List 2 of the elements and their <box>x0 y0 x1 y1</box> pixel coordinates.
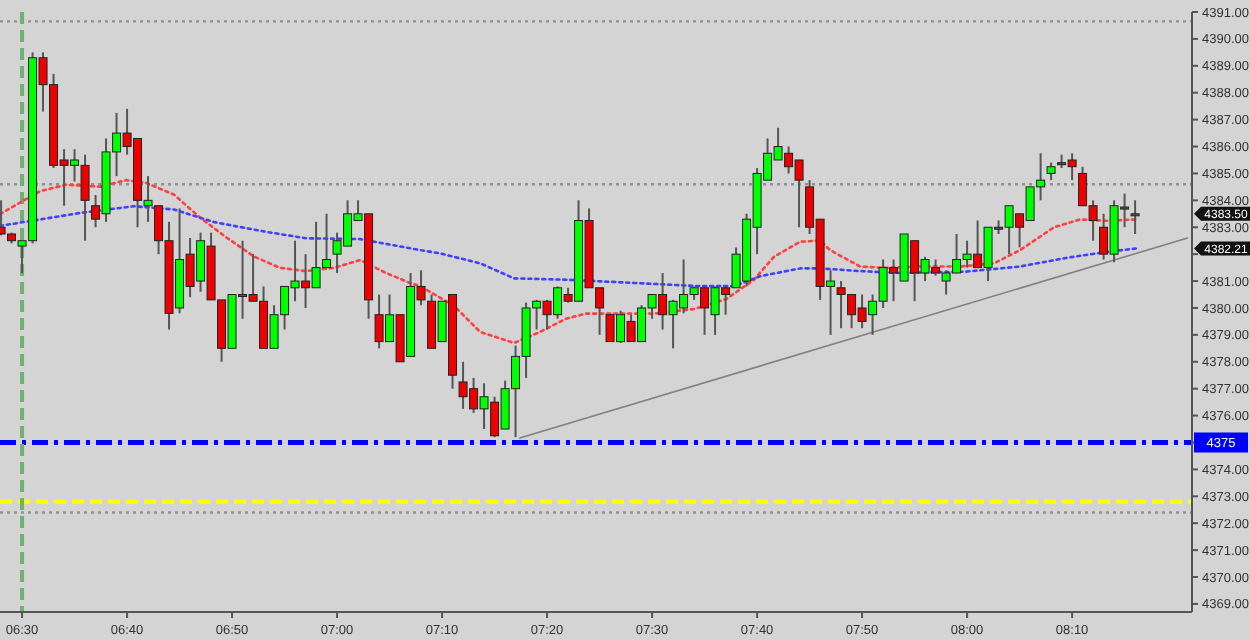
candlestick <box>1130 199 1140 235</box>
line-series <box>0 178 1138 345</box>
